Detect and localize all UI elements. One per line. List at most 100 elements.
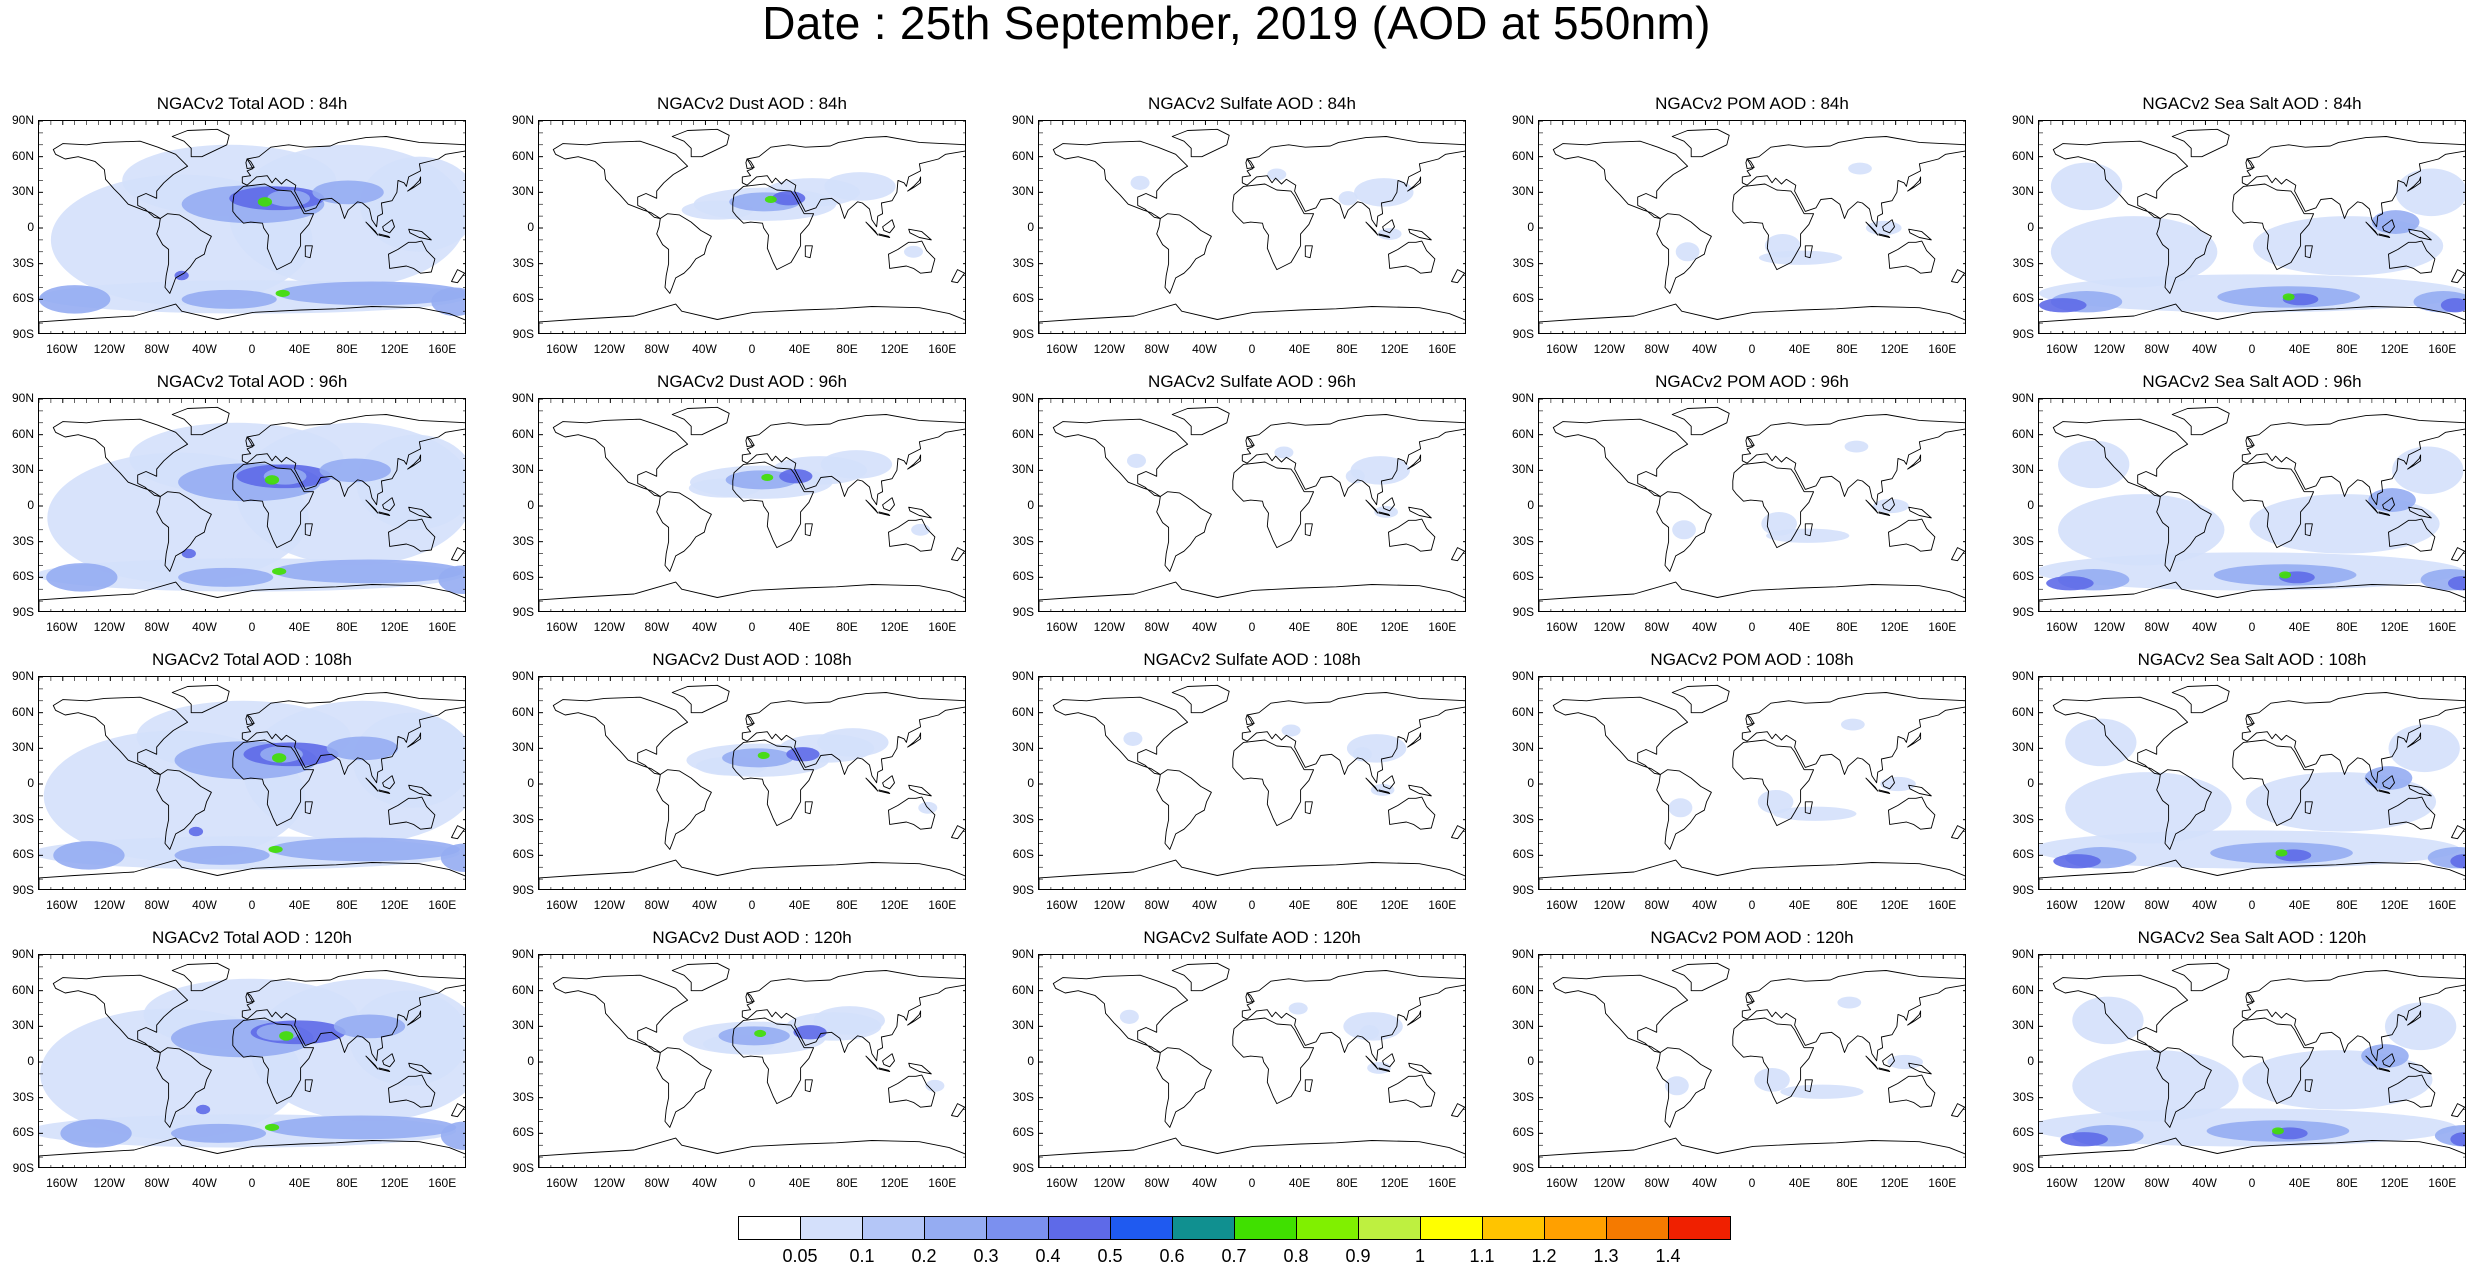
lon-tick-label: 160E xyxy=(2428,620,2457,634)
panel-title: NGACv2 Total AOD : 108h xyxy=(151,650,352,669)
lat-tick-label: 30N xyxy=(11,740,34,755)
lon-tick-label: 80E xyxy=(2336,898,2358,912)
lon-tick-label: 160E xyxy=(2428,342,2457,356)
coastline-namerica xyxy=(52,418,189,497)
coastline-borneo xyxy=(1882,775,1895,790)
lon-tick-label: 160W xyxy=(1546,898,1578,912)
panel-title: NGACv2 Dust AOD : 96h xyxy=(657,372,847,391)
coastline-samerica xyxy=(156,1047,212,1128)
aod-field-patch xyxy=(272,753,287,763)
panel-title: NGACv2 Sea Salt AOD : 120h xyxy=(2137,928,2367,947)
coastline-madagascar xyxy=(1304,801,1313,815)
lon-tick-label: 40E xyxy=(2288,1176,2311,1190)
lon-tick-label: 160E xyxy=(428,1176,457,1190)
coastline-uk xyxy=(1745,158,1755,170)
coastline-australia xyxy=(1388,796,1436,830)
aod-field-patch xyxy=(718,1026,790,1046)
coastline-antarctica xyxy=(39,303,465,333)
coastline-namerica xyxy=(1052,974,1189,1053)
lon-tick-label: 40W xyxy=(1692,1176,1717,1190)
lon-tick-label: 80W xyxy=(2144,342,2170,356)
coastline-indonesia1 xyxy=(2365,1055,2379,1070)
lon-tick-label: 160W xyxy=(1546,342,1578,356)
aod-field-patch xyxy=(431,287,465,316)
coastline-africa xyxy=(1232,183,1315,271)
world-map xyxy=(538,120,966,334)
lon-tick-label: 40W xyxy=(192,342,217,356)
coastline-borneo xyxy=(2382,497,2395,512)
coastline-greenland xyxy=(1671,128,1730,158)
coastline-borneo xyxy=(882,1053,895,1068)
map-canvas xyxy=(1539,399,1965,611)
lon-tick-label: 120E xyxy=(1380,620,1409,634)
coastline-africa xyxy=(1732,739,1815,827)
coastline-africa xyxy=(1732,461,1815,549)
coastline-indonesia1 xyxy=(1365,499,1379,514)
lat-tick-label: 30S xyxy=(1012,811,1034,826)
aod-field-patch xyxy=(275,289,290,297)
lat-tick-label: 30N xyxy=(2011,184,2034,199)
coastline-borneo xyxy=(1882,219,1895,234)
aod-field-patch xyxy=(2065,718,2137,767)
panel-title: NGACv2 Sea Salt AOD : 96h xyxy=(2142,372,2362,391)
lat-tick-label: 90N xyxy=(511,947,534,961)
lat-tick-label: 0 xyxy=(1527,498,1534,512)
world-map xyxy=(38,398,466,612)
lat-tick-label: 30S xyxy=(2012,533,2034,548)
lon-tick-label: 80E xyxy=(1836,1176,1858,1190)
coastline-uk xyxy=(2245,436,2255,448)
map-canvas xyxy=(39,955,465,1167)
lat-tick-label: 90N xyxy=(1511,113,1534,127)
coastline-indonesia1 xyxy=(2365,221,2379,236)
lon-tick-label: 80W xyxy=(1144,1176,1170,1190)
world-map xyxy=(1038,676,1466,890)
coastline-nz xyxy=(951,825,965,840)
lon-tick-label: 160E xyxy=(1928,1176,1957,1190)
aod-field-patch xyxy=(2282,293,2295,301)
lat-tick-label: 90N xyxy=(2011,391,2034,405)
coastline-australia xyxy=(888,240,936,274)
coastline-madagascar xyxy=(304,801,313,815)
coastline-eurasia xyxy=(741,692,965,784)
map-canvas xyxy=(1039,955,1465,1167)
coastline-borneo xyxy=(882,775,895,790)
coastline-borneo xyxy=(2382,219,2395,234)
map-canvas xyxy=(539,955,965,1167)
coastline-samerica xyxy=(656,213,712,294)
aod-field-patch xyxy=(813,1006,885,1035)
lat-tick-label: 60N xyxy=(1011,426,1034,441)
coastline-australia xyxy=(388,1074,436,1108)
aod-field-patch xyxy=(1126,453,1146,468)
coastline-australia xyxy=(1388,1074,1436,1108)
coastline-africa xyxy=(732,461,815,549)
coastline-japan xyxy=(2407,732,2422,748)
coastline-greenland xyxy=(2171,962,2230,992)
lat-tick-label: 60N xyxy=(511,704,534,719)
lon-tick-label: 80E xyxy=(1336,1176,1358,1190)
panel-title: NGACv2 Sea Salt AOD : 84h xyxy=(2142,94,2362,113)
lon-tick-label: 80W xyxy=(144,1176,170,1190)
coastline-antarctica xyxy=(39,581,465,611)
aod-field-patch xyxy=(276,281,465,306)
coastline-australia xyxy=(1888,796,1936,830)
coastline-japan xyxy=(1407,454,1422,470)
aod-field-patch xyxy=(349,990,465,1086)
map-canvas xyxy=(1039,677,1465,889)
coastline-eurasia xyxy=(2241,414,2465,506)
aod-field-patch xyxy=(188,826,204,837)
lon-tick-label: 0 xyxy=(1248,1176,1256,1190)
coastline-samerica xyxy=(2156,769,2212,850)
aod-field-patch xyxy=(903,245,924,258)
coastline-nz xyxy=(951,1103,965,1118)
panel-title: NGACv2 Dust AOD : 120h xyxy=(652,928,852,947)
coastline-indonesia1 xyxy=(1865,1055,1879,1070)
coastline-indonesia1 xyxy=(365,221,379,236)
coastline-nz xyxy=(2451,547,2465,562)
lon-tick-label: 160W xyxy=(46,1176,78,1190)
lat-tick-label: 30N xyxy=(11,462,34,477)
aod-field-patch xyxy=(1780,1084,1864,1099)
aod-field-patch xyxy=(174,845,270,865)
lat-tick-label: 0 xyxy=(27,498,34,512)
lon-tick-label: 160E xyxy=(928,620,957,634)
coastline-uk xyxy=(1745,714,1755,726)
